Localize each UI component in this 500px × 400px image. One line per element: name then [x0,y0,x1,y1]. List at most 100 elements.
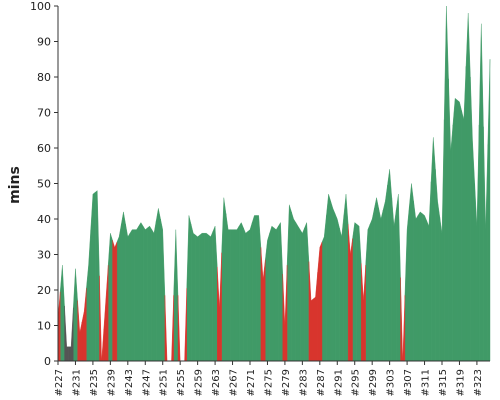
area-segment [247,222,253,362]
area-segment [225,213,231,362]
area-segment [73,268,78,362]
area-segment [195,234,201,362]
area-segment [295,221,301,362]
x-tick-label: #231 [71,369,82,396]
area-segment [313,272,318,362]
x-tick-label: #235 [89,369,100,396]
x-tick-label: #319 [455,369,466,396]
area-segment [317,241,323,362]
area-segment [430,137,436,362]
area-segment [59,265,65,362]
y-tick-label: 100 [30,0,51,13]
area-segment [273,225,279,362]
x-tick-label: #243 [124,369,135,396]
x-tick-label: #251 [159,369,170,396]
area-segment [90,191,96,362]
area-segment [347,224,353,362]
x-tick-label: #323 [473,369,484,396]
area-segment [164,295,170,362]
x-tick-label: #279 [281,369,292,396]
area-segment [369,208,375,362]
y-tick-label: 10 [37,320,51,333]
area-segment [278,221,283,362]
area-segment [487,59,491,362]
area-segment [483,126,489,362]
area-segment [422,213,427,362]
area-segment [409,183,414,362]
y-tick-label: 0 [44,355,51,368]
area-segment [151,220,157,362]
area-segment [134,225,139,362]
area-segment [160,218,166,362]
area-segment [470,76,475,362]
area-segment [234,225,240,362]
area-segment [190,224,196,362]
y-tick-label: 30 [37,249,51,262]
area-segment [413,201,419,362]
x-tick-label: #239 [106,369,117,396]
area-segment [203,232,209,362]
x-tick-label: #295 [351,369,362,396]
area-segment [99,275,105,362]
area-segment [330,201,336,362]
area-segment [256,215,262,362]
area-segment [230,229,235,362]
area-segment [326,194,331,362]
x-tick-label: #283 [298,369,309,396]
area-segment [112,240,118,362]
x-tick-label: #227 [54,369,65,396]
area-segment [391,197,397,362]
area-segment [474,124,480,362]
area-segment [142,225,148,362]
area-segment [86,229,91,362]
area-segment [382,185,388,362]
area-segment [286,204,292,362]
area-segment [352,222,358,362]
area-segment [221,197,227,362]
area-segment [404,206,410,362]
y-tick-label: 70 [37,107,51,120]
area-segment [182,288,187,362]
area-segment [478,23,484,362]
area-segment [116,224,122,362]
area-segment [443,5,449,362]
area-segment [395,194,401,362]
area-segment [107,233,113,362]
area-segment [169,295,174,362]
area-segment [243,227,249,362]
y-tick-label: 50 [37,178,51,191]
area-segment [452,97,458,362]
y-tick-label: 40 [37,213,51,226]
area-segment [400,277,406,362]
area-segment [81,288,87,362]
x-tick-label: #263 [211,369,222,396]
area-segment [121,211,126,362]
x-tick-label: #271 [246,369,257,396]
area-segment [374,197,379,362]
area-segment [339,215,345,362]
x-tick-label: #259 [194,369,205,396]
area-segment [208,231,214,362]
y-axis-label: mins [7,166,23,204]
area-segment [177,295,183,362]
area-segment [299,227,305,362]
area-segment [435,169,441,362]
area-segment [321,215,327,362]
area-segment [365,224,371,362]
x-tick-label: #303 [386,369,397,396]
area-segment [260,247,266,362]
area-segment [461,66,467,362]
area-segment [457,99,462,362]
x-tick-label: #299 [368,369,379,396]
x-tick-label: #307 [403,369,414,396]
x-tick-label: #315 [438,369,449,396]
area-segment [147,225,153,362]
area-segment [138,222,144,362]
area-segment [251,215,257,362]
area-segment [199,232,205,362]
area-segment [103,265,109,362]
x-tick-label: #247 [141,369,152,396]
area-segment [417,211,423,362]
area-segment [282,265,288,362]
